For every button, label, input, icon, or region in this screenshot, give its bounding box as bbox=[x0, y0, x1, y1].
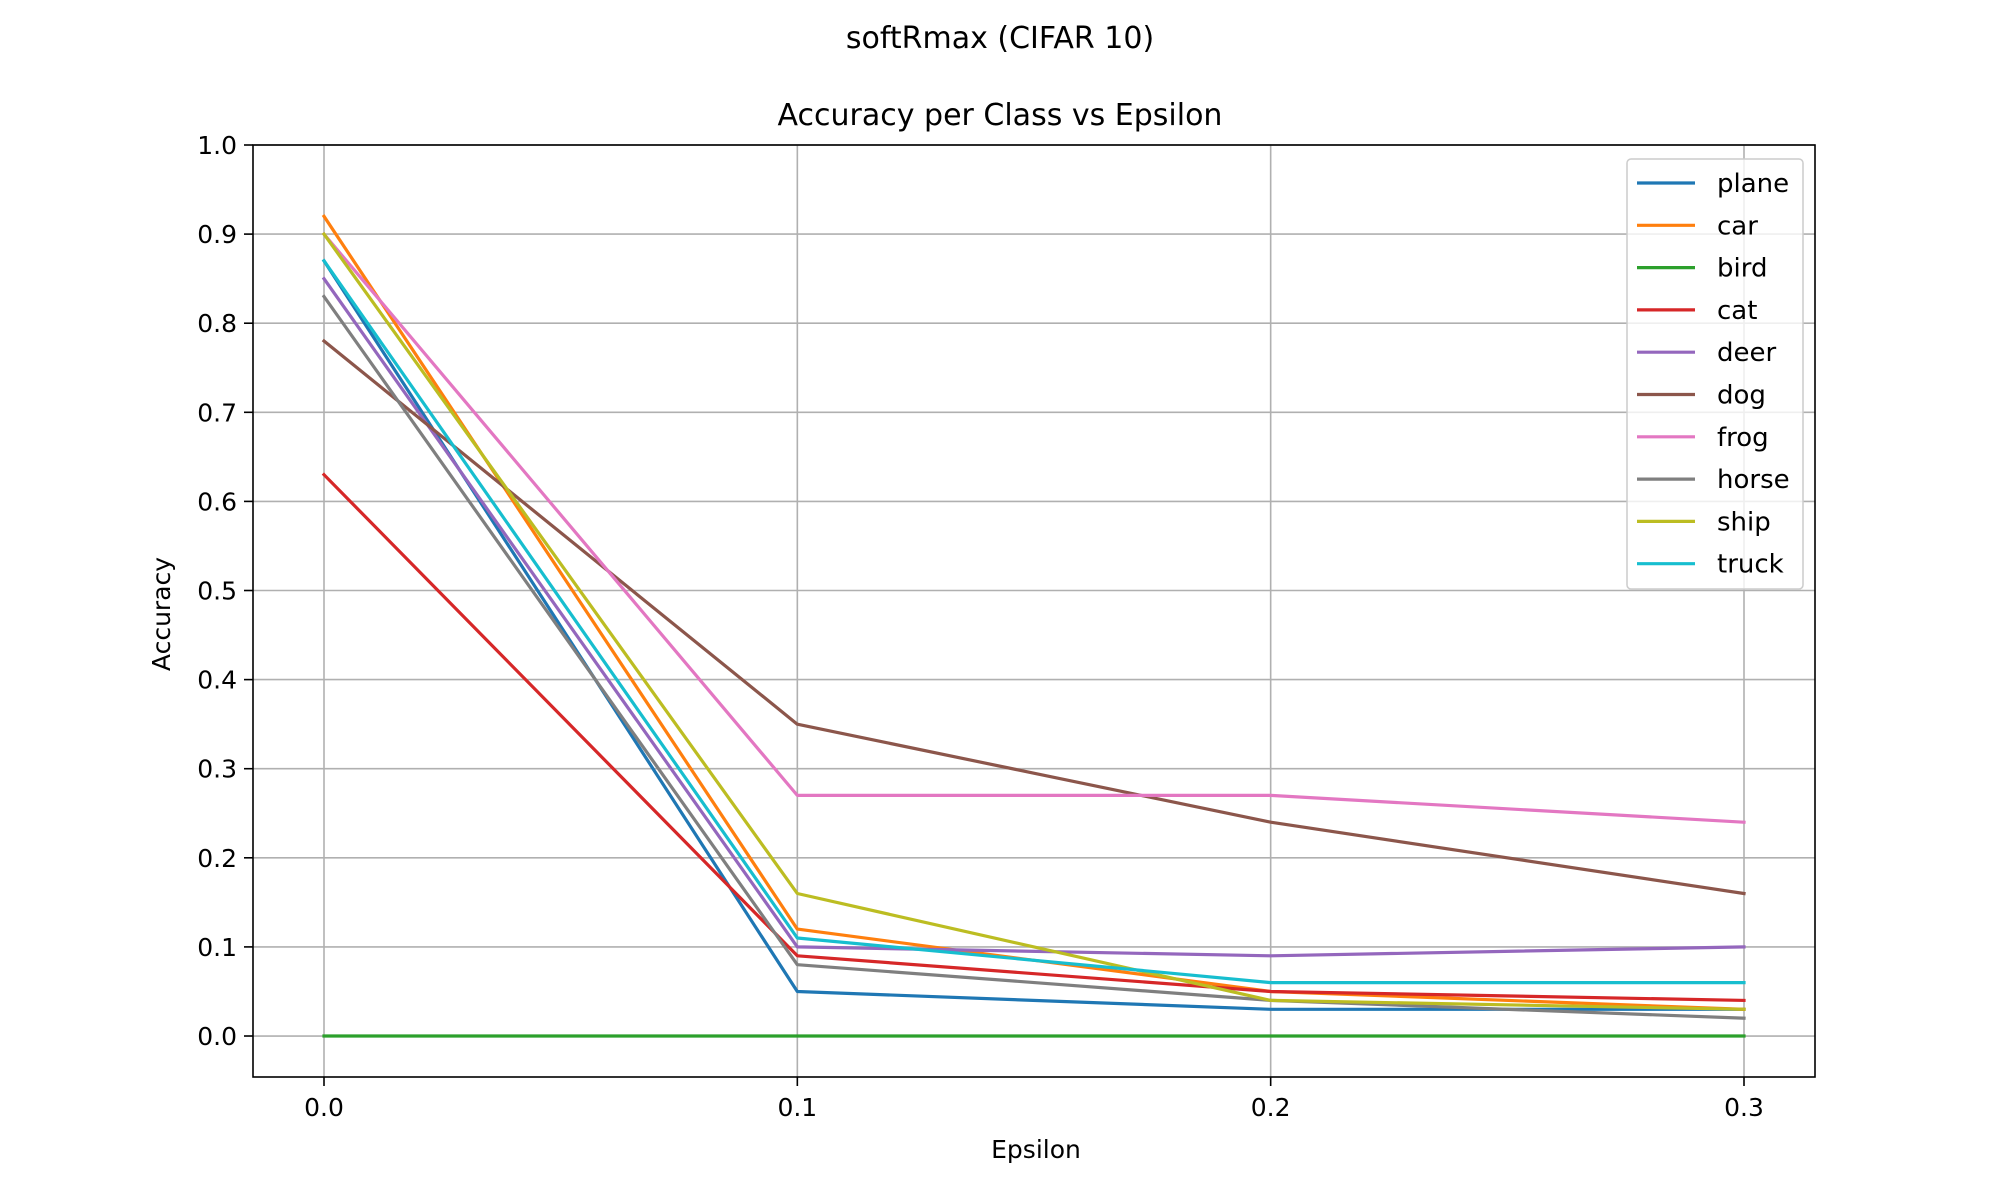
y-tick-label: 0.6 bbox=[197, 487, 237, 516]
series-line-truck bbox=[321, 258, 1746, 985]
y-axis-ticks: 0.0 0.1 0.2 0.3 0.4 0.5 0.6 0.7 0.8 0.9 1.0 bbox=[197, 131, 253, 1051]
y-tick-label: 0.1 bbox=[197, 933, 237, 962]
x-tick-label: 0.3 bbox=[1724, 1093, 1764, 1122]
legend-label-ship: ship bbox=[1717, 507, 1771, 537]
series-lines bbox=[321, 214, 1746, 1038]
series-line-dog bbox=[321, 338, 1746, 896]
legend-label-dog: dog bbox=[1717, 381, 1766, 411]
chart-title: Accuracy per Class vs Epsilon bbox=[778, 98, 1223, 133]
x-tick-label: 0.1 bbox=[777, 1093, 817, 1122]
legend: plane car bird cat deer dog frog horse ship truck bbox=[1626, 158, 1804, 590]
y-tick-label: 0.0 bbox=[197, 1022, 237, 1051]
x-axis-ticks: 0.0 0.1 0.2 0.3 bbox=[304, 1077, 1764, 1122]
x-axis-label: Epsilon bbox=[991, 1135, 1081, 1164]
legend-label-deer: deer bbox=[1717, 338, 1776, 368]
y-tick-label: 0.5 bbox=[197, 577, 237, 606]
y-tick-label: 0.4 bbox=[197, 666, 237, 695]
series-line-deer bbox=[321, 276, 1746, 958]
legend-label-plane: plane bbox=[1717, 169, 1789, 199]
legend-label-bird: bird bbox=[1717, 254, 1767, 284]
y-tick-label: 1.0 bbox=[197, 131, 237, 160]
legend-label-frog: frog bbox=[1717, 423, 1769, 453]
x-tick-label: 0.2 bbox=[1251, 1093, 1291, 1122]
y-tick-label: 0.3 bbox=[197, 755, 237, 784]
legend-label-horse: horse bbox=[1717, 465, 1790, 495]
legend-box bbox=[1626, 158, 1804, 590]
legend-label-car: car bbox=[1717, 211, 1758, 241]
figure-suptitle: softRmax (CIFAR 10) bbox=[846, 21, 1154, 56]
y-tick-label: 0.9 bbox=[197, 220, 237, 249]
plot-area-frame bbox=[252, 144, 1816, 1078]
x-tick-label: 0.0 bbox=[304, 1093, 344, 1122]
y-tick-label: 0.7 bbox=[197, 398, 237, 427]
series-line-frog bbox=[321, 231, 1746, 824]
y-tick-label: 0.8 bbox=[197, 309, 237, 338]
legend-label-truck: truck bbox=[1717, 550, 1784, 580]
series-line-ship bbox=[321, 231, 1746, 1011]
series-line-cat bbox=[321, 472, 1746, 1003]
series-line-horse bbox=[321, 294, 1746, 1020]
y-axis-label: Accuracy bbox=[147, 557, 176, 671]
y-tick-label: 0.2 bbox=[197, 844, 237, 873]
legend-label-cat: cat bbox=[1717, 296, 1757, 326]
